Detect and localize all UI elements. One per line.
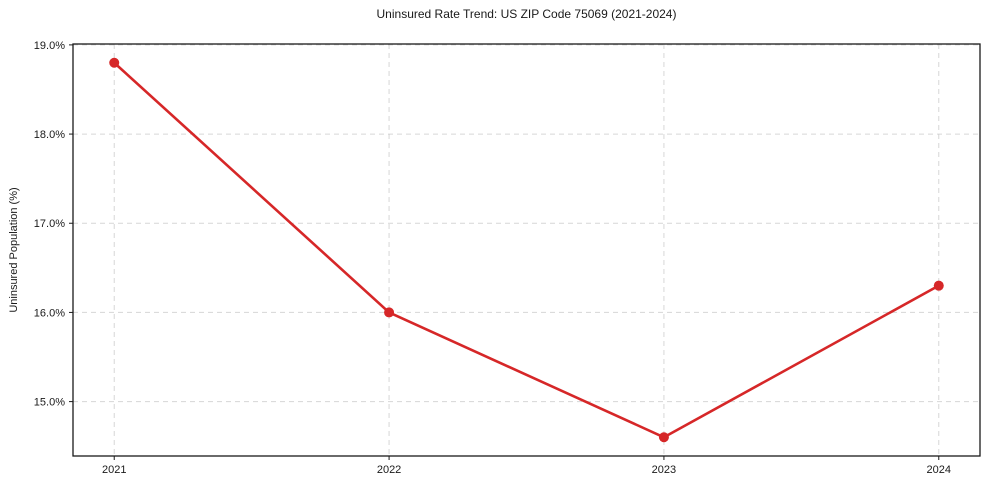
x-tick-label: 2021: [102, 464, 126, 476]
data-point-marker: [933, 280, 944, 291]
data-point-marker: [384, 307, 395, 318]
y-tick-label: 16.0%: [34, 307, 65, 319]
x-tick-label: 2022: [377, 464, 401, 476]
y-tick-label: 19.0%: [34, 40, 65, 52]
data-point-marker: [658, 432, 669, 443]
y-tick-label: 18.0%: [34, 129, 65, 141]
plot-border: [72, 43, 981, 457]
x-tick-label: 2023: [652, 464, 676, 476]
x-tick-label: 2024: [927, 464, 951, 476]
trend-line: [112, 61, 941, 439]
y-tick-label: 17.0%: [34, 218, 65, 230]
data-point-marker: [109, 57, 120, 68]
chart-title: Uninsured Rate Trend: US ZIP Code 75069 …: [376, 7, 677, 21]
y-tick-label: 15.0%: [34, 397, 65, 409]
